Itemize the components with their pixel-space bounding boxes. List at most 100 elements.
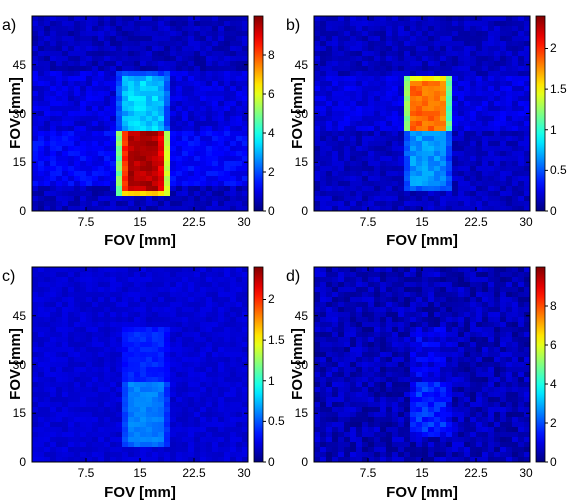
heat-cell — [404, 46, 411, 52]
heat-cell — [320, 176, 327, 182]
heat-cell — [488, 322, 495, 328]
heat-cell — [146, 437, 153, 443]
heat-cell — [416, 206, 423, 212]
heat-cell — [314, 96, 321, 102]
heat-cell — [458, 86, 465, 92]
heat-cell — [476, 56, 483, 62]
heat-cell — [140, 111, 147, 117]
heat-cell — [416, 76, 423, 82]
heat-cell — [92, 101, 99, 107]
heat-cell — [374, 166, 381, 172]
heat-cell — [122, 121, 129, 127]
heat-cell — [470, 81, 477, 87]
heat-cell — [236, 287, 243, 293]
heat-cell — [416, 141, 423, 147]
heat-cell — [212, 161, 219, 167]
heat-cell — [332, 71, 339, 77]
heat-cell — [338, 61, 345, 67]
heat-cell — [224, 111, 231, 117]
heat-cell — [140, 196, 147, 202]
heat-cell — [440, 287, 447, 293]
heat-cell — [488, 46, 495, 52]
heat-cell — [344, 317, 351, 323]
heat-cell — [500, 181, 507, 187]
heat-cell — [422, 267, 429, 273]
heat-cell — [488, 352, 495, 358]
heat-cell — [110, 76, 117, 82]
heat-cell — [164, 111, 171, 117]
heat-cell — [194, 71, 201, 77]
heat-cell — [56, 427, 63, 433]
heat-cell — [512, 146, 519, 152]
heat-cell — [44, 452, 51, 458]
heat-cell — [38, 402, 45, 408]
heat-cell — [158, 101, 165, 107]
heat-cell — [242, 387, 249, 393]
heat-cell — [332, 31, 339, 37]
heat-cell — [464, 171, 471, 177]
heat-cell — [320, 161, 327, 167]
heat-cell — [446, 196, 453, 202]
heat-cell — [428, 191, 435, 197]
heat-cell — [110, 131, 117, 137]
heat-cell — [56, 317, 63, 323]
heat-cell — [200, 86, 207, 92]
heat-cell — [140, 81, 147, 87]
heat-cell — [146, 342, 153, 348]
heat-cell — [464, 277, 471, 283]
heat-cell — [38, 86, 45, 92]
heat-cell — [386, 81, 393, 87]
heat-cell — [338, 171, 345, 177]
heat-cell — [56, 307, 63, 313]
heat-cell — [92, 136, 99, 142]
heat-cell — [524, 96, 531, 102]
heat-cell — [476, 297, 483, 303]
heat-cell — [74, 272, 81, 278]
heat-cell — [494, 66, 501, 72]
heat-cell — [242, 402, 249, 408]
heat-cell — [158, 16, 165, 22]
heat-cell — [350, 267, 357, 273]
heat-cell — [428, 201, 435, 207]
heat-cell — [38, 26, 45, 32]
heat-cell — [44, 21, 51, 27]
heat-cell — [338, 352, 345, 358]
heat-cell — [128, 116, 135, 122]
heat-cell — [434, 41, 441, 47]
heat-cell — [92, 151, 99, 157]
heat-cell — [452, 342, 459, 348]
heat-cell — [164, 367, 171, 373]
heat-cell — [404, 131, 411, 137]
heat-cell — [524, 86, 531, 92]
heat-cell — [512, 36, 519, 42]
heat-cell — [86, 66, 93, 72]
heat-cell — [410, 116, 417, 122]
heat-cell — [104, 407, 111, 413]
heat-cell — [104, 96, 111, 102]
heat-cell — [326, 126, 333, 132]
heat-cell — [488, 166, 495, 172]
heat-cell — [110, 91, 117, 97]
heat-cell — [500, 171, 507, 177]
heat-cell — [68, 362, 75, 368]
heat-cell — [446, 41, 453, 47]
heat-cell — [164, 66, 171, 72]
heat-cell — [68, 382, 75, 388]
heat-cell — [500, 156, 507, 162]
heat-cell — [158, 201, 165, 207]
heat-cell — [164, 191, 171, 197]
heat-cell — [386, 96, 393, 102]
heat-cell — [32, 126, 39, 132]
heat-cell — [32, 452, 39, 458]
heat-cell — [98, 402, 105, 408]
heat-cell — [224, 31, 231, 37]
heat-cell — [152, 96, 159, 102]
heat-cell — [350, 161, 357, 167]
heat-cell — [230, 327, 237, 333]
heat-cell — [404, 206, 411, 212]
heat-cell — [104, 76, 111, 82]
heat-cell — [374, 292, 381, 298]
heat-cell — [56, 387, 63, 393]
heat-cell — [470, 302, 477, 308]
heat-cell — [218, 106, 225, 112]
